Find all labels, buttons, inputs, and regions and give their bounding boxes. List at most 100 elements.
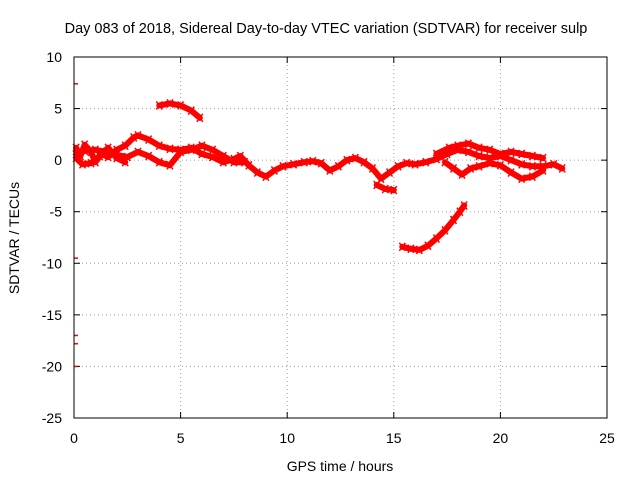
data-point-main-track-53 [550,159,558,169]
data-point-rising-track-2 [415,245,423,255]
data-point-late-upper-track-1 [445,143,453,153]
data-point-main-track-33 [351,153,360,163]
data-point-main-track-23 [262,172,270,182]
data-point-upper-track-13 [208,145,217,155]
data-point-main-track-29 [317,158,325,168]
data-point-main-track-32 [343,155,351,165]
y-tick-label-1: 5 [54,101,62,117]
data-point-lower-track-5 [113,153,121,163]
data-point-late-lower-track-3 [466,163,475,173]
data-point-main-track-35 [368,163,377,173]
data-point-main-track-8 [121,141,129,151]
data-point-arc-track-2 [177,101,185,110]
data-point-late-upper-track-3 [464,139,473,149]
x-tick-label-2: 10 [279,430,295,446]
data-point-main-track-38 [394,161,402,171]
data-point-upper-track-9 [166,160,174,170]
y-tick-label-4: -10 [42,255,62,271]
data-point-arc-track-4 [196,113,204,123]
data-point-rising-track-5 [441,225,449,235]
data-point-main-track-22 [253,168,261,177]
data-point-late-lower-track-2 [458,170,466,180]
y-tick-label-3: -5 [50,204,63,220]
y-axis-label: SDTVAR / TECUs [6,182,22,294]
data-point-late-upper-track-6 [496,149,504,159]
data-point-upper-track-1 [81,146,89,156]
x-axis-label: GPS time / hours [287,458,394,474]
data-point-main-track-50 [518,159,526,169]
data-point-upper-track-8 [155,157,163,167]
data-point-upper-track-15 [230,157,238,167]
data-point-late-lower-track-5 [486,158,494,168]
x-tick-label-1: 5 [177,430,185,446]
data-point-late-upper-track-4 [475,143,483,153]
data-point-main-track-13 [166,144,174,154]
data-point-main-track-24 [270,166,279,175]
data-point-upper-track-11 [187,145,195,155]
y-tick-labels: 10 5 0 -5 -10 -15 -20 -25 [42,49,62,426]
data-point-rising-track-0 [398,242,406,252]
data-point-main-track-37 [385,168,394,177]
data-point-main-track-54 [558,163,566,173]
x-tick-label-4: 20 [493,430,509,446]
x-tick-label-0: 0 [70,430,78,446]
data-point-main-track-39 [402,158,411,168]
data-point-upper-track-16 [240,157,249,167]
data-point-late-upper-track-2 [454,141,462,151]
data-point-late-lower-track-10 [539,166,547,175]
data-point-main-track-40 [411,159,419,169]
plot-frame [73,56,608,419]
data-point-arc-track-1 [166,98,174,108]
data-point-main-track-27 [300,157,308,167]
data-point-main-track-30 [326,166,334,175]
data-point-main-track-34 [360,157,368,167]
data-point-lower-track-4 [104,143,112,153]
data-point-lower-track-1 [78,159,87,169]
data-point-rising-track-3 [424,241,432,251]
data-point-late-lower-track-7 [507,168,515,177]
data-point-late-lower-track-6 [496,160,504,170]
data-point-arc-track-3 [187,106,195,116]
data-point-dip-tail-1 [381,184,389,194]
data-point-late-lower-track-1 [449,163,458,173]
data-point-late-lower-track-8 [518,174,526,184]
data-point-rising-track-4 [432,234,441,243]
data-point-main-track-12 [155,141,163,151]
data-point-lower-track-2 [87,158,95,168]
data-point-lower-track-3 [95,151,104,161]
data-point-late-upper-track-8 [518,149,526,159]
data-point-late-upper-track-0 [432,149,441,159]
data-point-main-track-25 [279,161,287,171]
data-point-late-lower-track-9 [528,172,536,182]
chart-title: Day 083 of 2018, Sidereal Day-to-day VTE… [65,21,588,37]
data-point-main-track-45 [464,147,473,157]
data-point-main-track-49 [507,155,515,165]
data-point-upper-track-12 [198,141,206,151]
y-tick-label-2: 0 [54,152,62,168]
data-point-main-track-10 [134,130,142,140]
x-tick-labels: 0 5 10 15 20 25 [70,430,615,446]
data-point-late-upper-track-7 [507,147,515,157]
data-point-late-lower-track-0 [441,157,449,167]
data-point-late-upper-track-9 [528,151,536,161]
data-point-arc-track-0 [155,101,163,110]
data-point-late-upper-track-10 [539,153,547,163]
y-tick-label-5: -15 [42,307,62,323]
data-point-rising-track-1 [407,244,415,254]
data-point-upper-track-7 [145,151,153,161]
data-point-main-track-9 [130,133,138,142]
y-tick-label-7: -25 [42,410,62,426]
x-tick-label-5: 25 [599,430,615,446]
data-point-main-track-11 [145,135,153,144]
data-point-main-track-46 [475,151,483,161]
y-tick-label-0: 10 [46,49,62,65]
data-point-main-track-16 [198,149,206,159]
data-point-lower-track-6 [121,157,129,167]
data-series [72,83,566,368]
data-point-main-track-28 [309,156,317,166]
y-tick-label-6: -20 [42,358,62,374]
data-point-main-track-26 [289,159,298,169]
data-point-rising-track-6 [449,215,458,225]
